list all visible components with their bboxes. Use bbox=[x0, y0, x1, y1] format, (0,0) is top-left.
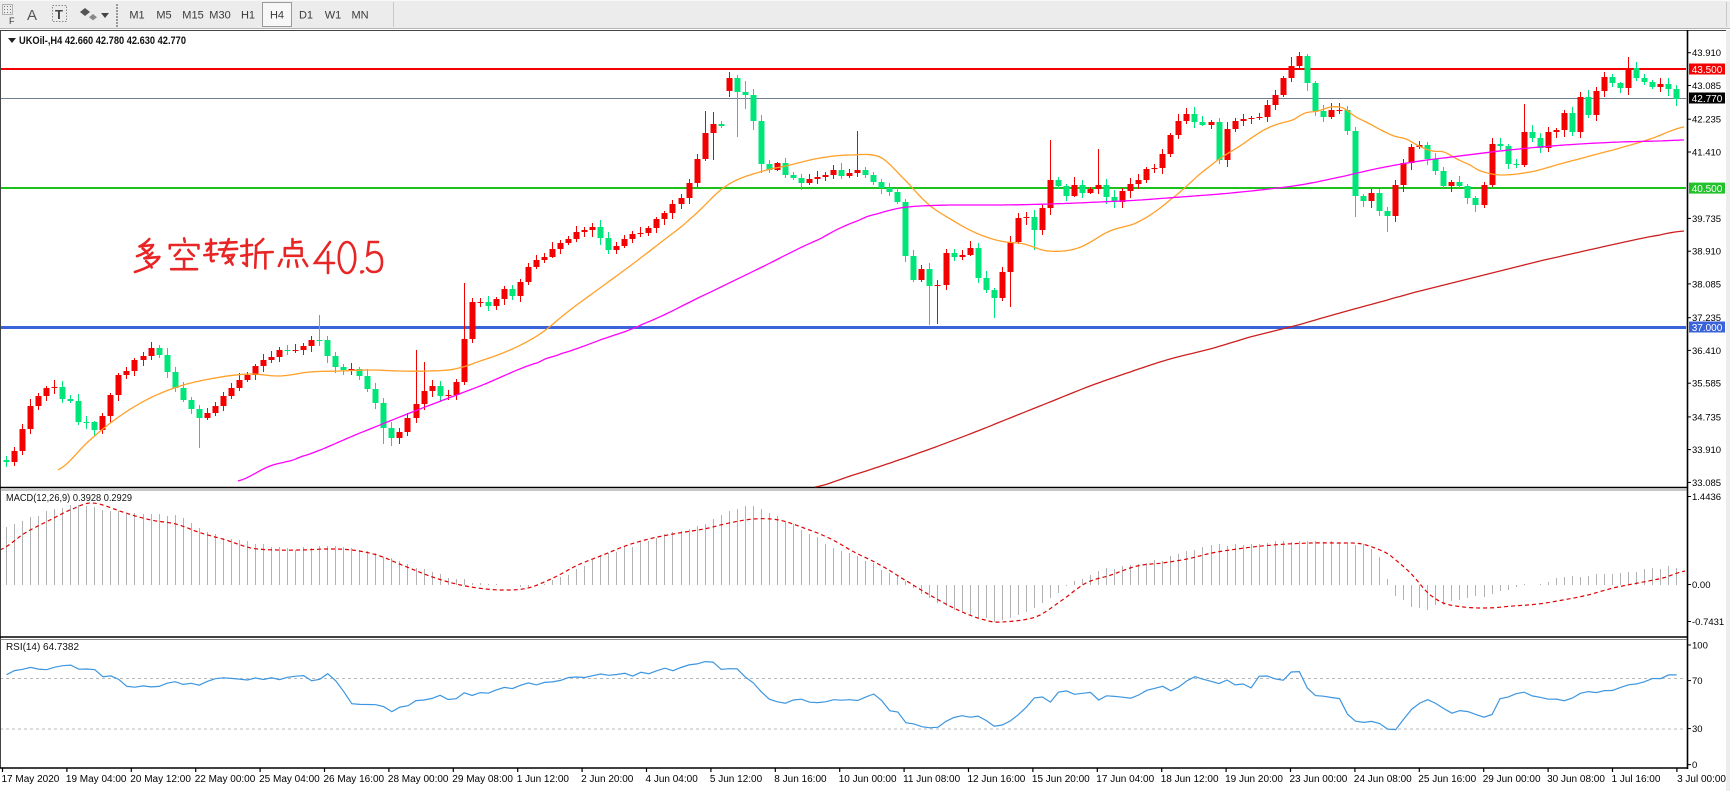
svg-text:30: 30 bbox=[1692, 724, 1703, 735]
svg-text:42.770: 42.770 bbox=[1692, 94, 1723, 105]
svg-text:-0.7431: -0.7431 bbox=[1692, 617, 1724, 628]
svg-text:42.235: 42.235 bbox=[1692, 115, 1721, 126]
svg-text:22 May 00:00: 22 May 00:00 bbox=[195, 774, 256, 785]
svg-text:A: A bbox=[27, 7, 37, 24]
svg-text:0.00: 0.00 bbox=[1692, 580, 1711, 591]
svg-text:26 May 16:00: 26 May 16:00 bbox=[324, 774, 385, 785]
svg-text:36.410: 36.410 bbox=[1692, 346, 1721, 357]
svg-text:0: 0 bbox=[1692, 760, 1697, 771]
svg-text:18 Jun 12:00: 18 Jun 12:00 bbox=[1161, 774, 1219, 785]
svg-text:33.910: 33.910 bbox=[1692, 445, 1721, 456]
svg-text:24 Jun 08:00: 24 Jun 08:00 bbox=[1354, 774, 1412, 785]
svg-text:UKOil-,H4 42.660 42.780 42.63: UKOil-,H4 42.660 42.780 42.630 42.770 bbox=[19, 35, 186, 47]
svg-text:1.4436: 1.4436 bbox=[1692, 492, 1721, 503]
svg-text:43.500: 43.500 bbox=[1692, 65, 1723, 76]
svg-text:38.910: 38.910 bbox=[1692, 247, 1721, 258]
svg-text:34.735: 34.735 bbox=[1692, 412, 1721, 423]
svg-text:M1: M1 bbox=[129, 10, 144, 22]
svg-text:M5: M5 bbox=[156, 10, 171, 22]
svg-text:1 Jul 16:00: 1 Jul 16:00 bbox=[1612, 774, 1661, 785]
svg-text:4 Jun 04:00: 4 Jun 04:00 bbox=[646, 774, 699, 785]
svg-text:41.410: 41.410 bbox=[1692, 148, 1721, 159]
svg-text:35.585: 35.585 bbox=[1692, 379, 1721, 390]
svg-text:23 Jun 00:00: 23 Jun 00:00 bbox=[1290, 774, 1348, 785]
svg-text:17 Jun 04:00: 17 Jun 04:00 bbox=[1096, 774, 1154, 785]
svg-text:5 Jun 12:00: 5 Jun 12:00 bbox=[710, 774, 763, 785]
svg-text:43.085: 43.085 bbox=[1692, 81, 1721, 92]
svg-text:T: T bbox=[55, 7, 63, 22]
svg-text:40.500: 40.500 bbox=[1692, 184, 1723, 195]
svg-text:29 Jun 00:00: 29 Jun 00:00 bbox=[1483, 774, 1541, 785]
svg-text:37.235: 37.235 bbox=[1692, 313, 1721, 324]
svg-text:MACD(12,26,9) 0.3928 0.2929: MACD(12,26,9) 0.3928 0.2929 bbox=[6, 492, 132, 504]
svg-text:8 Jun 16:00: 8 Jun 16:00 bbox=[774, 774, 827, 785]
svg-text:25 Jun 16:00: 25 Jun 16:00 bbox=[1418, 774, 1476, 785]
svg-text:11 Jun 08:00: 11 Jun 08:00 bbox=[903, 774, 961, 785]
svg-text:D1: D1 bbox=[299, 10, 313, 22]
svg-text:W1: W1 bbox=[325, 10, 342, 22]
svg-text:17 May 2020: 17 May 2020 bbox=[2, 774, 60, 785]
svg-text:19 May 04:00: 19 May 04:00 bbox=[66, 774, 127, 785]
svg-text:39.735: 39.735 bbox=[1692, 214, 1721, 225]
svg-text:12 Jun 16:00: 12 Jun 16:00 bbox=[968, 774, 1026, 785]
svg-text:33.085: 33.085 bbox=[1692, 478, 1721, 489]
svg-text:30 Jun 08:00: 30 Jun 08:00 bbox=[1547, 774, 1605, 785]
svg-text:H1: H1 bbox=[241, 10, 255, 22]
svg-text:20 May 12:00: 20 May 12:00 bbox=[130, 774, 191, 785]
svg-text:1 Jun 12:00: 1 Jun 12:00 bbox=[517, 774, 570, 785]
svg-text:F: F bbox=[9, 16, 15, 26]
svg-text:43.910: 43.910 bbox=[1692, 48, 1721, 59]
svg-text:37.000: 37.000 bbox=[1692, 323, 1723, 334]
svg-text:25 May 04:00: 25 May 04:00 bbox=[259, 774, 320, 785]
svg-text:H4: H4 bbox=[270, 10, 284, 22]
svg-text:MN: MN bbox=[351, 10, 368, 22]
svg-text:2 Jun 20:00: 2 Jun 20:00 bbox=[581, 774, 634, 785]
svg-text:28 May 00:00: 28 May 00:00 bbox=[388, 774, 449, 785]
svg-text:M30: M30 bbox=[209, 10, 230, 22]
svg-text:3 Jul 00:00: 3 Jul 00:00 bbox=[1677, 774, 1726, 785]
svg-text:38.085: 38.085 bbox=[1692, 279, 1721, 290]
svg-text:M15: M15 bbox=[182, 10, 203, 22]
svg-text:RSI(14) 64.7382: RSI(14) 64.7382 bbox=[6, 641, 79, 653]
svg-text:29 May 08:00: 29 May 08:00 bbox=[452, 774, 513, 785]
svg-text:70: 70 bbox=[1692, 676, 1703, 687]
svg-text:19 Jun 20:00: 19 Jun 20:00 bbox=[1225, 774, 1283, 785]
svg-text:10 Jun 00:00: 10 Jun 00:00 bbox=[839, 774, 897, 785]
svg-text:100: 100 bbox=[1692, 641, 1708, 652]
svg-text:15 Jun 20:00: 15 Jun 20:00 bbox=[1032, 774, 1090, 785]
